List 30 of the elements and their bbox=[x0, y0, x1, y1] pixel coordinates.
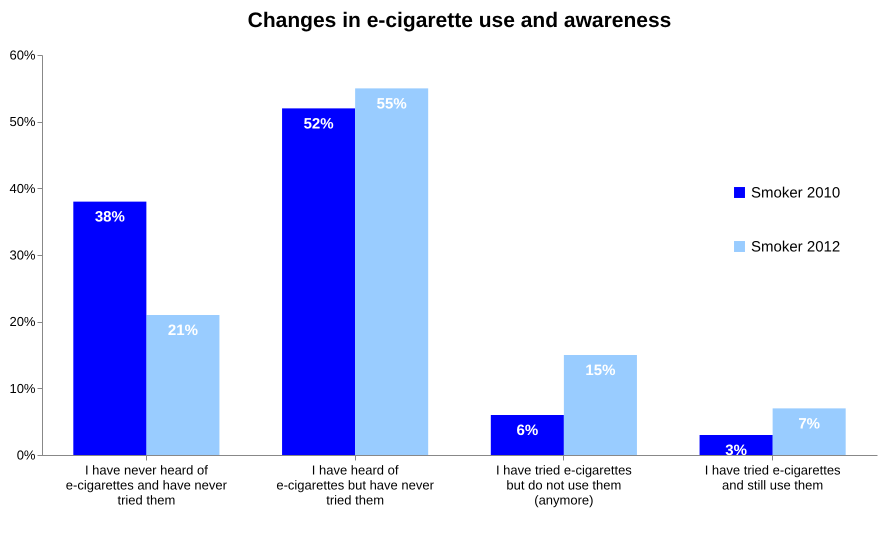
data-label: 52% bbox=[304, 115, 334, 132]
bar bbox=[355, 88, 428, 455]
x-tick-label: I have never heard of e-cigarettes and have never tried them bbox=[66, 462, 228, 508]
chart-title: Changes in e-cigarette use and awareness bbox=[248, 9, 672, 32]
y-tick-label: 20% bbox=[9, 314, 36, 330]
data-label: 7% bbox=[798, 415, 820, 432]
y-tick-label: 50% bbox=[9, 114, 36, 130]
bar bbox=[282, 108, 356, 455]
bar bbox=[700, 435, 773, 455]
bar bbox=[73, 202, 146, 455]
data-label: 55% bbox=[376, 95, 407, 112]
data-label: 3% bbox=[725, 442, 747, 459]
bar bbox=[772, 408, 846, 455]
bar bbox=[564, 355, 637, 455]
y-tick-label: 0% bbox=[16, 448, 36, 462]
data-label: 21% bbox=[168, 322, 198, 339]
legend-label: Smoker 2012 bbox=[751, 238, 840, 256]
x-tick-label: I have heard of e-cigarettes but have never tried them bbox=[276, 462, 435, 508]
x-tick-label: I have tried e-cigarettes but do not use them (anymore) bbox=[496, 462, 632, 508]
x-tick-label: I have tried e-cigarettes and still use them bbox=[704, 462, 842, 492]
data-label: 15% bbox=[585, 362, 616, 379]
data-label: 6% bbox=[516, 422, 538, 439]
y-tick-label: 10% bbox=[9, 380, 36, 396]
bar bbox=[490, 415, 564, 455]
data-label: 38% bbox=[94, 208, 125, 226]
y-tick-label: 40% bbox=[9, 180, 36, 196]
y-tick-label: 30% bbox=[9, 248, 36, 262]
y-tick-label: 60% bbox=[9, 48, 36, 62]
legend-label: Smoker 2010 bbox=[751, 184, 840, 202]
bar bbox=[146, 315, 220, 455]
